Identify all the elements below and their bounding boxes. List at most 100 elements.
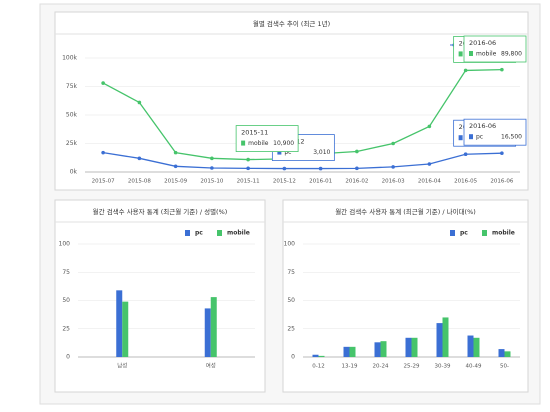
data-point (173, 150, 178, 155)
legend-swatch (450, 230, 455, 236)
x-tick-label: 2015-10 (200, 179, 223, 185)
x-tick-label: 2016-04 (418, 179, 441, 185)
y-tick-label: 50k (66, 112, 78, 119)
y-tick-label: 100 (59, 241, 71, 248)
tooltip-swatch (469, 51, 473, 56)
data-point (137, 156, 142, 161)
x-tick-label: 30-39 (435, 364, 451, 370)
tooltip-series: mobile (476, 51, 497, 58)
y-tick-label: 0 (66, 354, 70, 361)
bar (442, 317, 449, 357)
bar (343, 346, 350, 357)
data-point (210, 156, 214, 161)
tooltip-swatch (458, 51, 463, 57)
legend-swatch (217, 230, 222, 236)
bar (122, 301, 129, 357)
bar (473, 337, 480, 357)
data-point (101, 150, 105, 155)
bar (436, 323, 443, 357)
tooltip (235, 125, 299, 152)
data-point (137, 100, 142, 105)
legend-label: mobile (227, 230, 250, 237)
data-point (246, 166, 250, 171)
y-tick-label: 75 (62, 269, 70, 276)
chart-title: 월별 검색수 추이 (최근 1년) (253, 19, 330, 28)
y-tick-label: 0k (70, 169, 78, 176)
bar (204, 308, 211, 357)
bar (498, 349, 505, 357)
legend-label: pc (460, 230, 468, 237)
x-tick-label: 20-24 (373, 364, 389, 370)
y-tick-label: 50 (287, 297, 295, 304)
x-tick-label: 2016-05 (454, 179, 477, 185)
x-tick-label: 2016-06 (490, 179, 513, 185)
data-point (173, 164, 178, 169)
tooltip-title: 2016-06 (469, 122, 496, 130)
x-tick-label: 0-12 (312, 364, 324, 370)
bar (349, 346, 356, 357)
bar (116, 290, 123, 357)
data-point (355, 149, 359, 154)
data-point (463, 68, 468, 73)
chart-title: 월간 검색수 사용자 통계 (최근월 기준) / 나이대(%) (335, 207, 476, 216)
legend-swatch (482, 230, 487, 236)
series-line (103, 151, 502, 170)
tooltip-series: pc (284, 149, 291, 156)
y-tick-label: 100k (62, 55, 77, 62)
tooltip-swatch (458, 135, 463, 141)
x-tick-label: 2015-07 (92, 179, 115, 185)
x-tick-label: 2016-02 (345, 179, 368, 185)
y-tick-label: 75 (287, 269, 295, 276)
tooltip-series: mobile (248, 140, 269, 147)
tooltip-value: 16,500 (501, 134, 522, 141)
data-point (463, 152, 468, 157)
data-point (246, 157, 250, 162)
chart-title: 월간 검색수 사용자 통계 (최근월 기준) / 성별(%) (93, 207, 228, 216)
legend-label: pc (195, 230, 203, 237)
data-point (318, 166, 323, 171)
bar (411, 337, 418, 357)
x-tick-label: 남성 (117, 362, 127, 370)
data-point (391, 141, 395, 146)
data-point (500, 151, 504, 155)
tooltip-value: 3,010 (313, 149, 330, 156)
x-tick-label: 2015-08 (128, 179, 151, 185)
bar (210, 297, 217, 357)
x-tick-label: 2015-09 (164, 179, 187, 185)
tooltip-title: 2016-06 (469, 39, 496, 47)
y-tick-label: 100 (284, 241, 296, 248)
bar (318, 355, 325, 357)
tooltip-value: 89,800 (501, 51, 522, 58)
tooltip-title: 2015-11 (241, 129, 268, 137)
x-tick-label: 40-49 (466, 364, 482, 370)
tooltip-value: 10,900 (273, 140, 294, 147)
y-tick-label: 25k (66, 140, 78, 147)
tooltip-swatch (469, 134, 473, 140)
data-point (210, 166, 214, 170)
tooltip (463, 35, 527, 63)
bar (504, 351, 511, 357)
y-tick-label: 50 (62, 297, 70, 304)
bar (467, 335, 474, 357)
x-tick-label: 13-19 (342, 364, 358, 370)
x-tick-label: 25-29 (404, 364, 420, 370)
x-tick-label: 2015-12 (273, 179, 296, 185)
x-tick-label: 2015-11 (237, 179, 260, 185)
tooltip-series: pc (476, 134, 483, 141)
data-point (101, 81, 105, 85)
legend-swatch (185, 230, 190, 236)
x-tick-label: 2016-01 (309, 179, 332, 185)
tooltip-swatch (277, 149, 282, 155)
tooltip (463, 118, 527, 146)
tooltip-swatch (241, 140, 246, 146)
bar (374, 342, 381, 357)
data-point (391, 165, 395, 169)
y-tick-label: 0 (291, 354, 295, 361)
chart-frame (282, 199, 529, 393)
data-point (500, 67, 504, 72)
x-tick-label: 2016-03 (382, 179, 405, 185)
y-tick-label: 25 (62, 325, 70, 332)
bar (380, 341, 387, 357)
